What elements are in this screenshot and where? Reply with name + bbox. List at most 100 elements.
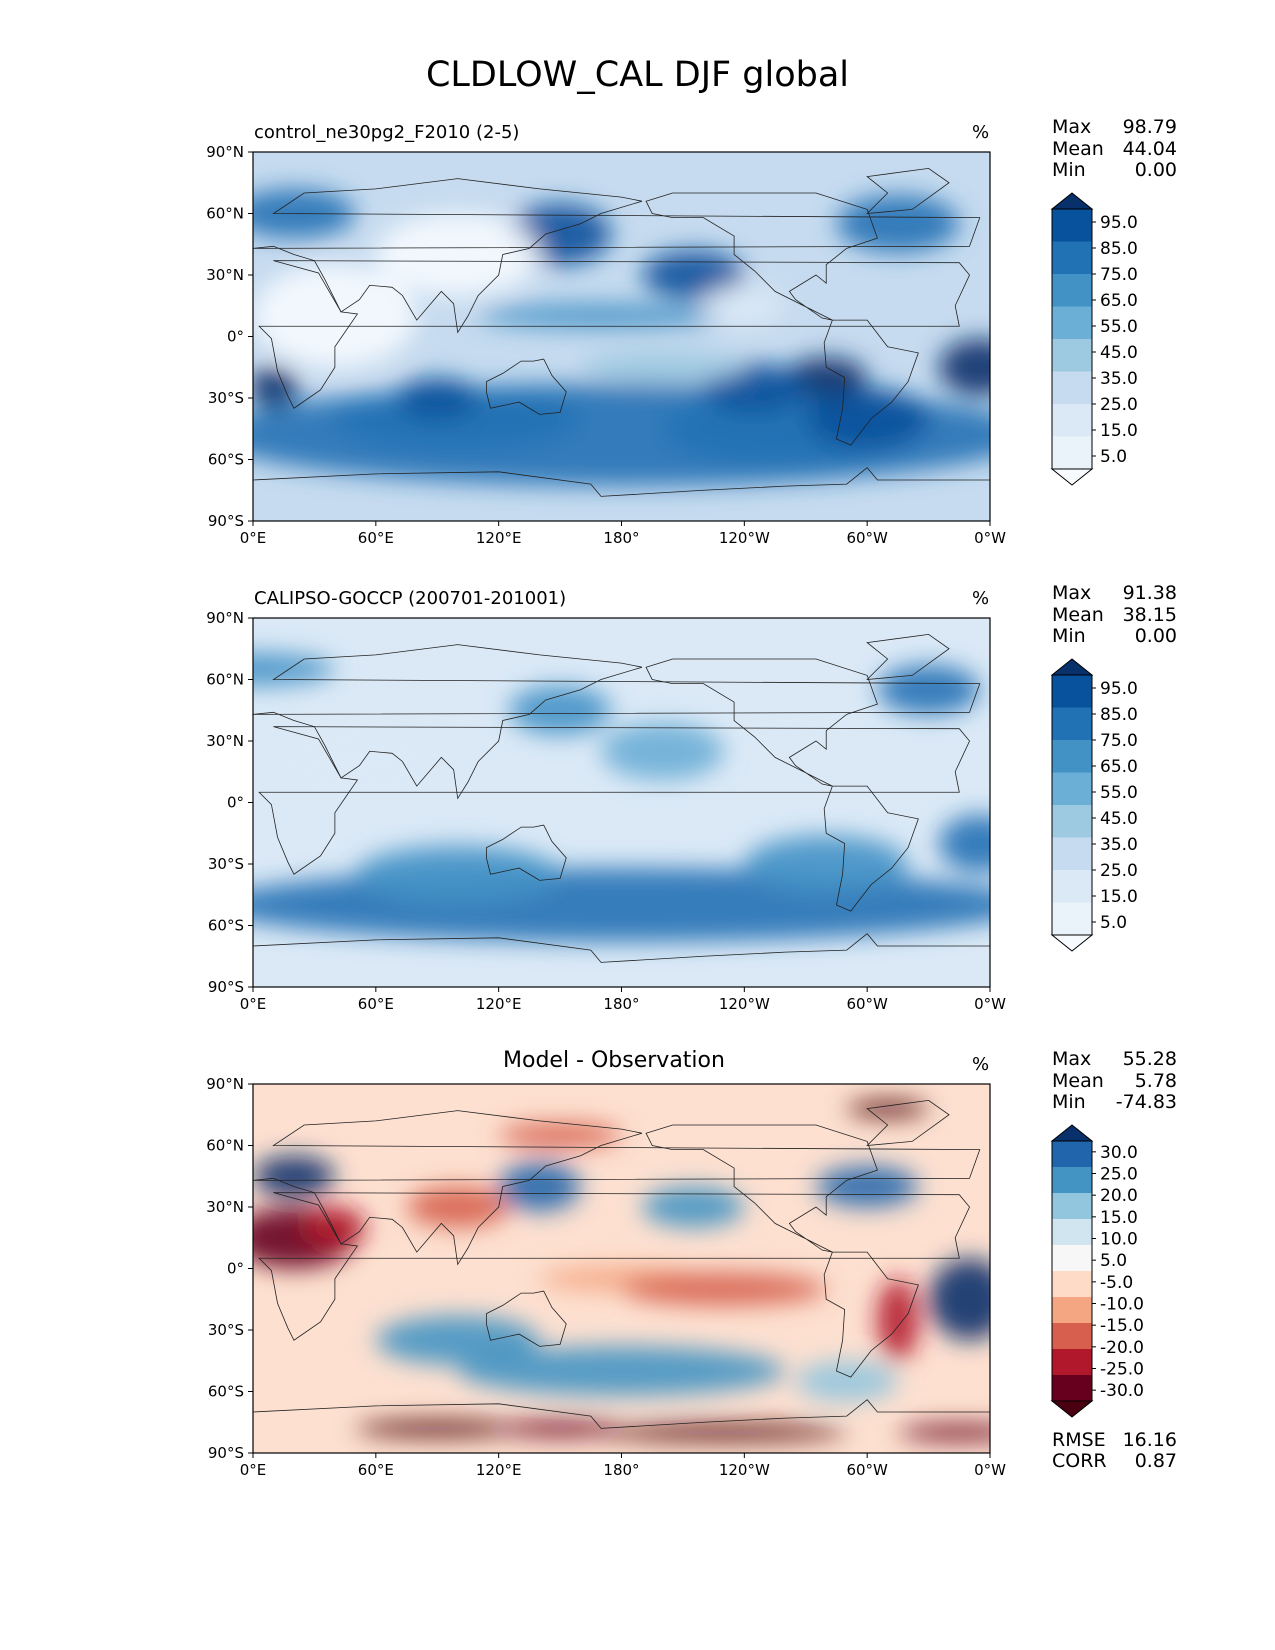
colorbar-segment [1052, 870, 1092, 903]
map-panel-3 [253, 1084, 990, 1453]
colorbar-label: 15.0 [1100, 887, 1138, 907]
colorbar-label: -30.0 [1100, 1381, 1144, 1401]
coastline [485, 358, 567, 415]
coastline [645, 658, 878, 787]
lat-tick-label: 0° [227, 794, 244, 812]
field-blob [273, 720, 438, 803]
field-blob [375, 213, 540, 296]
lat-tick-label: 90°S [208, 978, 244, 996]
lon-tick-label: 60°E [358, 529, 394, 547]
lon-tick-label: 0°E [240, 995, 267, 1013]
rmse-value: 16.16 [1122, 1429, 1177, 1451]
panel-1-units: % [972, 122, 990, 143]
field-blob [478, 303, 724, 329]
colorbar-label: 55.0 [1100, 783, 1138, 803]
lat-tick-label: 90°N [206, 609, 244, 627]
colorbar-extend-top [1050, 658, 1094, 676]
lon-tick-label: 180° [603, 995, 639, 1013]
lat-tick-label: 30°S [208, 855, 244, 873]
field-layer [253, 188, 990, 487]
field-blob [836, 195, 960, 253]
panel-2-mean-label: Mean [1052, 604, 1104, 626]
field-layer [253, 652, 990, 942]
colorbar-segment [1052, 404, 1092, 437]
colorbar-label: -10.0 [1100, 1295, 1144, 1315]
colorbar-label: -15.0 [1100, 1316, 1144, 1336]
panel-3-max-label: Max [1052, 1048, 1092, 1070]
coastline [253, 467, 990, 521]
field-blob [846, 1100, 929, 1117]
colorbar-segment [1052, 1297, 1092, 1323]
panel-3-max-value: 55.28 [1122, 1048, 1177, 1070]
lon-tick-label: 60°E [358, 995, 394, 1013]
lat-tick-label: 30°S [208, 1321, 244, 1339]
field-blob [938, 338, 990, 396]
field-blob [621, 1272, 827, 1306]
coastline [253, 1110, 981, 1266]
coastline [645, 192, 878, 321]
field-blob [396, 377, 479, 419]
panel-3-units: % [972, 1054, 990, 1075]
colorbar-label: 95.0 [1100, 679, 1138, 699]
field-blob [601, 1424, 847, 1441]
colorbar-segment [1052, 209, 1092, 242]
colorbar-label: 35.0 [1100, 835, 1138, 855]
colorbar-label: 85.0 [1100, 239, 1138, 259]
panel-3-mean-label: Mean [1052, 1070, 1104, 1092]
lon-tick-label: 60°W [846, 995, 888, 1013]
lon-tick-label: 60°W [846, 529, 888, 547]
colorbar-label: 5.0 [1100, 447, 1127, 467]
colorbar-segment [1052, 1193, 1092, 1219]
map-panel-1 [253, 152, 990, 521]
lon-tick-label: 180° [603, 529, 639, 547]
colorbar-frame [1051, 674, 1093, 936]
lat-tick-label: 30°N [206, 266, 244, 284]
colorbar-label: 10.0 [1100, 1230, 1138, 1250]
coastline [866, 167, 950, 214]
lat-tick-label: 0° [227, 328, 244, 346]
coastline [258, 260, 970, 409]
panel-3-min-label: Min [1052, 1091, 1086, 1113]
field-blob [641, 250, 745, 300]
field-blob [375, 1315, 540, 1365]
colorbar-segment [1052, 1167, 1092, 1193]
colorbar-label: 25.0 [1100, 861, 1138, 881]
panel-1-title: control_ne30pg2_F2010 (2-5) [254, 122, 520, 143]
rmse-label: RMSE [1052, 1429, 1106, 1451]
field-blob [253, 367, 299, 409]
colorbar-label: 65.0 [1100, 757, 1138, 777]
corr-label: CORR [1052, 1450, 1107, 1472]
coastline [258, 1192, 970, 1341]
colorbar-segment [1052, 1245, 1092, 1271]
lat-tick-label: 60°S [208, 1383, 244, 1401]
colorbar-label: 15.0 [1100, 421, 1138, 441]
field-blob [877, 1278, 919, 1361]
field-blob [457, 1346, 786, 1396]
colorbar-label: -20.0 [1100, 1338, 1144, 1358]
lon-tick-label: 120°E [476, 1461, 522, 1479]
field-blob [334, 387, 581, 450]
panel-2-max-label: Max [1052, 582, 1092, 604]
lon-tick-label: 0°E [240, 529, 267, 547]
colorbar-segment [1052, 1271, 1092, 1297]
lon-tick-label: 120°W [719, 995, 770, 1013]
colorbar-label: 75.0 [1100, 731, 1138, 751]
panel-2-title: CALIPSO-GOCCP (200701-201001) [254, 588, 567, 609]
coastline [258, 726, 970, 875]
colorbar-segment [1052, 1219, 1092, 1245]
field-blob [355, 845, 561, 903]
field-blob [304, 1207, 366, 1248]
lon-tick-label: 120°W [719, 1461, 770, 1479]
panel-3-min-value: -74.83 [1115, 1091, 1177, 1113]
colorbar-segment [1052, 707, 1092, 740]
panel-2-max-value: 91.38 [1122, 582, 1177, 604]
lat-tick-label: 60°S [208, 917, 244, 935]
colorbar-segment [1052, 241, 1092, 274]
lon-tick-label: 120°E [476, 529, 522, 547]
colorbar-label: -25.0 [1100, 1360, 1144, 1380]
field-blob [795, 1360, 898, 1402]
corr-value: 0.87 [1134, 1450, 1177, 1472]
coastline [253, 178, 981, 334]
panel-1-min-label: Min [1052, 159, 1086, 181]
